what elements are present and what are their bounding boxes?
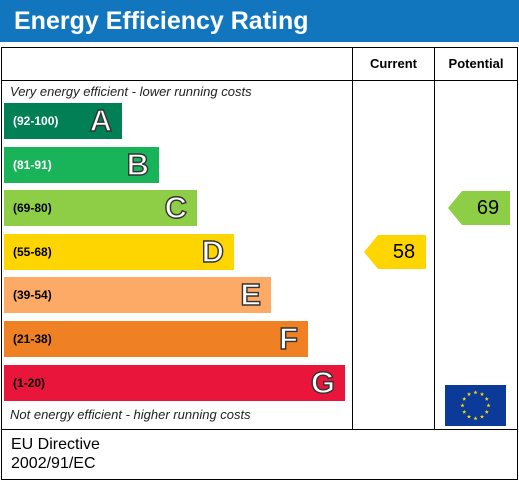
rating-value: 58 — [392, 240, 416, 263]
band-letter: D — [201, 233, 225, 269]
band-g: (1-20) G — [4, 364, 345, 401]
header-divider — [2, 80, 352, 81]
eu-star — [479, 414, 485, 419]
band-range-label: (69-80) — [13, 201, 52, 216]
band-b: (81-91) B — [4, 146, 159, 183]
column-divider-current — [352, 48, 353, 429]
eu-star — [460, 403, 465, 408]
arrow-shape — [448, 191, 510, 226]
eu-star — [466, 414, 472, 419]
band-range-label: (92-100) — [13, 114, 59, 128]
top-note: Very energy efficient - lower running co… — [10, 84, 252, 99]
bottom-note: Not energy efficient - higher running co… — [10, 407, 251, 422]
eu-star — [462, 396, 467, 401]
band-letter: A — [89, 102, 113, 138]
eu-star — [484, 409, 489, 414]
eu-star — [486, 403, 491, 408]
arrow-shape — [364, 234, 426, 269]
chart-title: Energy Efficiency Rating — [14, 7, 309, 35]
footer-divider — [2, 429, 517, 430]
band-c: (69-80) C — [4, 189, 197, 227]
column-header-current: Current — [370, 56, 417, 71]
eu-star — [473, 390, 478, 395]
eu-star — [466, 392, 472, 397]
eu-star — [479, 392, 485, 397]
band-range-label: (55-68) — [13, 244, 52, 259]
band-d: (55-68) D — [4, 233, 234, 270]
column-divider-potential — [434, 48, 435, 429]
band-letter: E — [240, 277, 262, 313]
arrow-polygon — [448, 191, 510, 226]
band-letter: C — [164, 189, 188, 226]
rating-table: Current Potential Very energy efficient … — [1, 47, 518, 480]
eu-star — [462, 409, 467, 414]
eu-star — [484, 396, 489, 401]
band-range-label: (81-91) — [13, 157, 52, 172]
band-range-label: (21-38) — [13, 332, 52, 346]
band-letter: G — [310, 364, 336, 400]
rating-value: 69 — [476, 197, 500, 220]
title-bar: Energy Efficiency Rating — [0, 0, 519, 42]
rating-arrow-current: 58 — [364, 234, 426, 269]
eu-star — [473, 416, 478, 421]
arrow-polygon — [364, 234, 426, 269]
footer-line-1: EU Directive — [11, 436, 100, 453]
band-a: (92-100) A — [4, 102, 122, 139]
column-header-potential: Potential — [448, 56, 504, 71]
band-range-label: (1-20) — [13, 375, 46, 390]
eu-flag-icon — [445, 385, 506, 426]
eu-flag-stars — [445, 385, 506, 426]
band-range-label: (39-54) — [13, 288, 52, 303]
band-e: (39-54) E — [4, 277, 271, 314]
band-letter: B — [126, 146, 150, 182]
footer-line-2: 2002/91/EC — [11, 455, 96, 472]
rating-arrow-potential: 69 — [448, 191, 510, 226]
band-f: (21-38) F — [4, 320, 308, 357]
band-letter: F — [278, 320, 298, 356]
header-divider-right — [353, 80, 517, 81]
